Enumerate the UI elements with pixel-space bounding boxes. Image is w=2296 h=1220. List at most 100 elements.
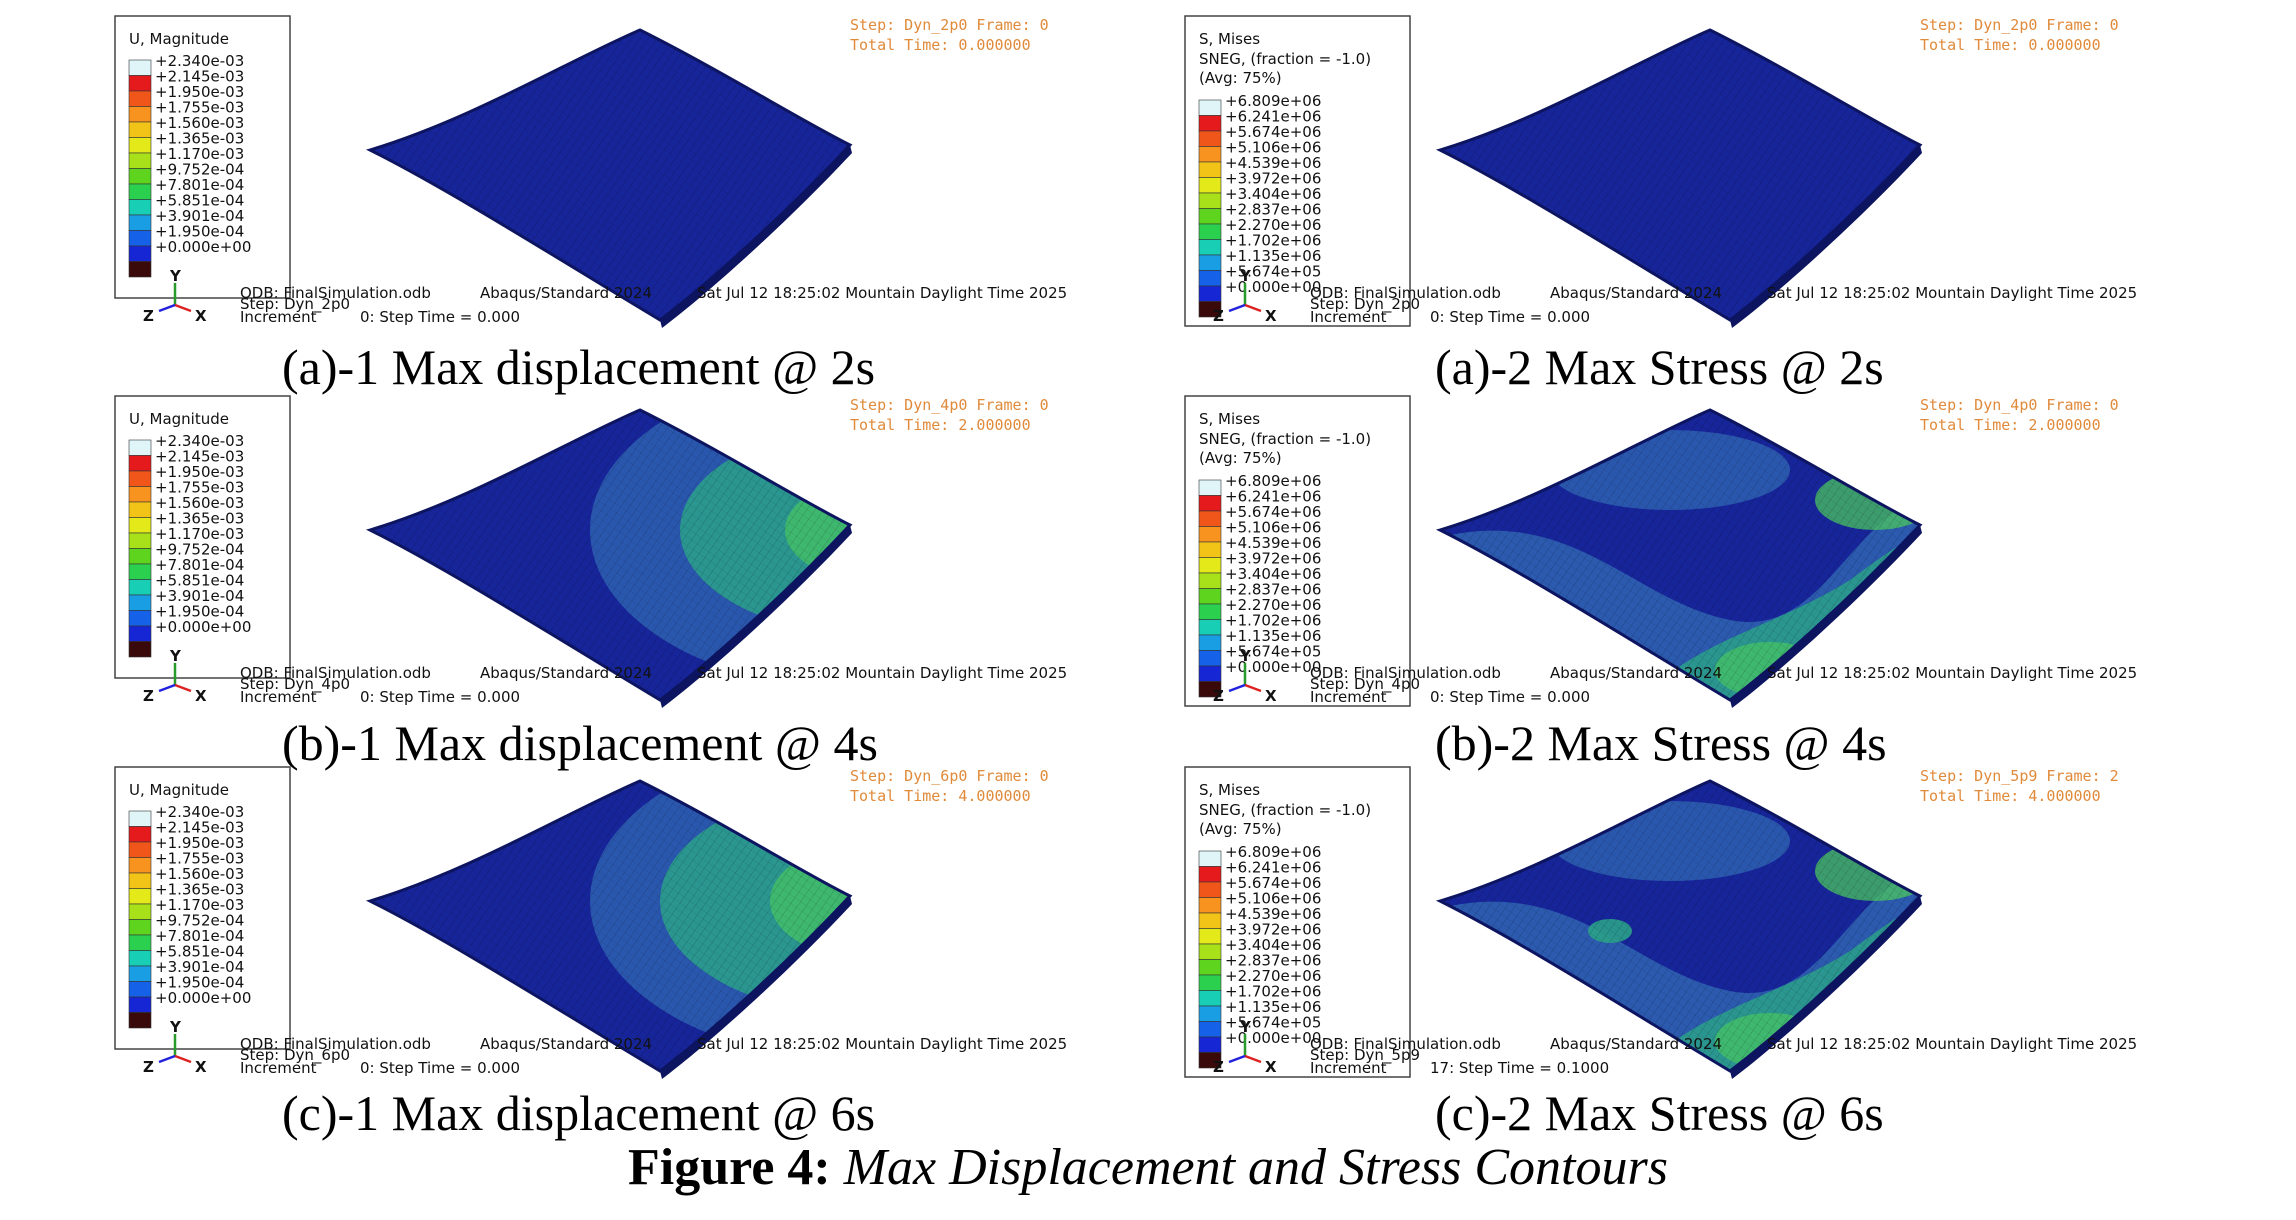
legend-value: +0.000e+00 bbox=[1225, 1029, 1321, 1047]
legend-swatch bbox=[1198, 192, 1222, 209]
legend: S, Mises SNEG, (fraction = -1.0)(Avg: 75%… bbox=[1184, 395, 1411, 707]
legend-swatch bbox=[1198, 239, 1222, 256]
legend-value: +3.404e+06 bbox=[1225, 185, 1321, 203]
triad-x: X bbox=[1265, 307, 1277, 325]
legend-value: +9.752e-04 bbox=[155, 541, 244, 559]
legend-swatch bbox=[1198, 850, 1222, 867]
legend-subtitle: SNEG, (fraction = -1.0) bbox=[1199, 430, 1371, 448]
legend-swatch bbox=[128, 919, 152, 936]
mesh-plate bbox=[365, 28, 853, 328]
total-time-label: Total Time: 0.000000 bbox=[850, 36, 1031, 54]
legend: U, Magnitude+2.340e-03+2.145e-03+1.950e-… bbox=[114, 395, 291, 679]
total-time-label: Total Time: 4.000000 bbox=[1920, 787, 2101, 805]
legend-value: +3.404e+06 bbox=[1225, 565, 1321, 583]
legend-swatch bbox=[1198, 223, 1222, 240]
legend-swatch bbox=[128, 168, 152, 185]
legend-title: U, Magnitude bbox=[129, 30, 229, 48]
increment-label: Increment bbox=[1310, 1059, 1387, 1077]
panel-caption-a2: (a)-2 Max Stress @ 2s bbox=[1435, 339, 1884, 395]
solver-label: Abaqus/Standard 2024 bbox=[1550, 664, 1722, 682]
legend-swatch bbox=[128, 470, 152, 487]
figure-number: Figure 4: bbox=[628, 1139, 831, 1196]
legend-subtitle: SNEG, (fraction = -1.0) bbox=[1199, 50, 1371, 68]
legend-swatch bbox=[128, 486, 152, 503]
date-label: Sat Jul 12 18:25:02 Mountain Daylight Ti… bbox=[697, 664, 1067, 682]
legend-value: +2.340e-03 bbox=[155, 52, 244, 70]
legend: S, Mises SNEG, (fraction = -1.0)(Avg: 75%… bbox=[1184, 766, 1411, 1078]
odb-label: ODB: FinalSimulation.odb bbox=[1310, 284, 1501, 302]
legend-swatch bbox=[1198, 588, 1222, 605]
legend-value: +1.365e-03 bbox=[155, 881, 244, 899]
legend-swatch bbox=[128, 594, 152, 611]
panel-caption-a1: (a)-1 Max displacement @ 2s bbox=[282, 339, 876, 395]
legend-title: S, Mises bbox=[1199, 30, 1260, 48]
legend-value: +2.837e+06 bbox=[1225, 952, 1321, 970]
legend-swatch bbox=[128, 455, 152, 472]
legend-swatch bbox=[1198, 479, 1222, 496]
increment-info: 0: Step Time = 0.000 bbox=[360, 1059, 520, 1077]
legend-swatch bbox=[128, 965, 152, 982]
legend-value: +1.170e-03 bbox=[155, 525, 244, 543]
legend-swatch bbox=[128, 214, 152, 231]
legend-swatch bbox=[1198, 557, 1222, 574]
triad-y: Y bbox=[169, 647, 182, 665]
panel-c2: S, Mises SNEG, (fraction = -1.0)(Avg: 75%… bbox=[1184, 766, 2137, 1079]
legend-title: U, Magnitude bbox=[129, 410, 229, 428]
triad-z: Z bbox=[143, 307, 154, 325]
legend-subtitle: (Avg: 75%) bbox=[1199, 820, 1282, 838]
legend-swatch bbox=[1198, 928, 1222, 945]
legend: U, Magnitude+2.340e-03+2.145e-03+1.950e-… bbox=[114, 766, 291, 1050]
legend-value: +2.837e+06 bbox=[1225, 581, 1321, 599]
legend-swatch bbox=[1198, 495, 1222, 512]
figure-caption: Figure 4: Max Displacement and Stress Co… bbox=[0, 1138, 2296, 1197]
date-label: Sat Jul 12 18:25:02 Mountain Daylight Ti… bbox=[1767, 284, 2137, 302]
increment-info: 0: Step Time = 0.000 bbox=[360, 688, 520, 706]
legend-value: +1.170e-03 bbox=[155, 145, 244, 163]
triad-x: X bbox=[195, 1058, 207, 1076]
legend-swatch bbox=[128, 152, 152, 169]
legend-swatch bbox=[128, 996, 152, 1013]
total-time-label: Total Time: 0.000000 bbox=[1920, 36, 2101, 54]
axis-triad: Y Z X bbox=[1213, 1018, 1277, 1076]
legend-frame bbox=[1184, 766, 1411, 1078]
legend-swatch bbox=[1198, 208, 1222, 225]
odb-label: ODB: FinalSimulation.odb bbox=[1310, 1035, 1501, 1053]
step-frame-label: Step: Dyn_4p0 Frame: 0 bbox=[1920, 396, 2119, 414]
legend-swatch bbox=[1198, 161, 1222, 178]
legend-swatch bbox=[128, 563, 152, 580]
legend-swatch bbox=[128, 75, 152, 92]
legend-swatch bbox=[128, 872, 152, 889]
legend-value: +1.755e-03 bbox=[155, 479, 244, 497]
triad-z: Z bbox=[143, 687, 154, 705]
legend-swatch bbox=[128, 183, 152, 200]
odb-label: ODB: FinalSimulation.odb bbox=[240, 1035, 431, 1053]
legend-swatch bbox=[128, 230, 152, 247]
legend-value: +2.270e+06 bbox=[1225, 216, 1321, 234]
legend-frame bbox=[1184, 15, 1411, 327]
legend-swatch bbox=[128, 641, 152, 658]
legend-value: +1.560e-03 bbox=[155, 494, 244, 512]
solver-label: Abaqus/Standard 2024 bbox=[480, 664, 652, 682]
legend-swatch bbox=[1198, 681, 1222, 698]
total-time-label: Total Time: 4.000000 bbox=[850, 787, 1031, 805]
legend-swatch bbox=[1198, 254, 1222, 271]
solver-label: Abaqus/Standard 2024 bbox=[1550, 1035, 1722, 1053]
legend-value: +0.000e+00 bbox=[155, 618, 251, 636]
legend-swatch bbox=[128, 121, 152, 138]
legend-swatch bbox=[1198, 665, 1222, 682]
triad-z: Z bbox=[143, 1058, 154, 1076]
legend-value: +5.674e+06 bbox=[1225, 123, 1321, 141]
legend-swatch bbox=[1198, 650, 1222, 667]
legend-swatch bbox=[128, 625, 152, 642]
legend-value: +2.837e+06 bbox=[1225, 201, 1321, 219]
mesh-plate bbox=[1435, 28, 1923, 328]
legend-value: +6.809e+06 bbox=[1225, 92, 1321, 110]
legend-swatch bbox=[1198, 270, 1222, 287]
legend-swatch bbox=[128, 826, 152, 843]
legend-swatch bbox=[1198, 1036, 1222, 1053]
legend-value: +2.340e-03 bbox=[155, 803, 244, 821]
triad-z: Z bbox=[1213, 687, 1224, 705]
legend-swatch bbox=[128, 950, 152, 967]
db-info: ODB: FinalSimulation.odb Abaqus/Standard … bbox=[1310, 1035, 2137, 1077]
legend-value: +1.950e-04 bbox=[155, 223, 244, 241]
